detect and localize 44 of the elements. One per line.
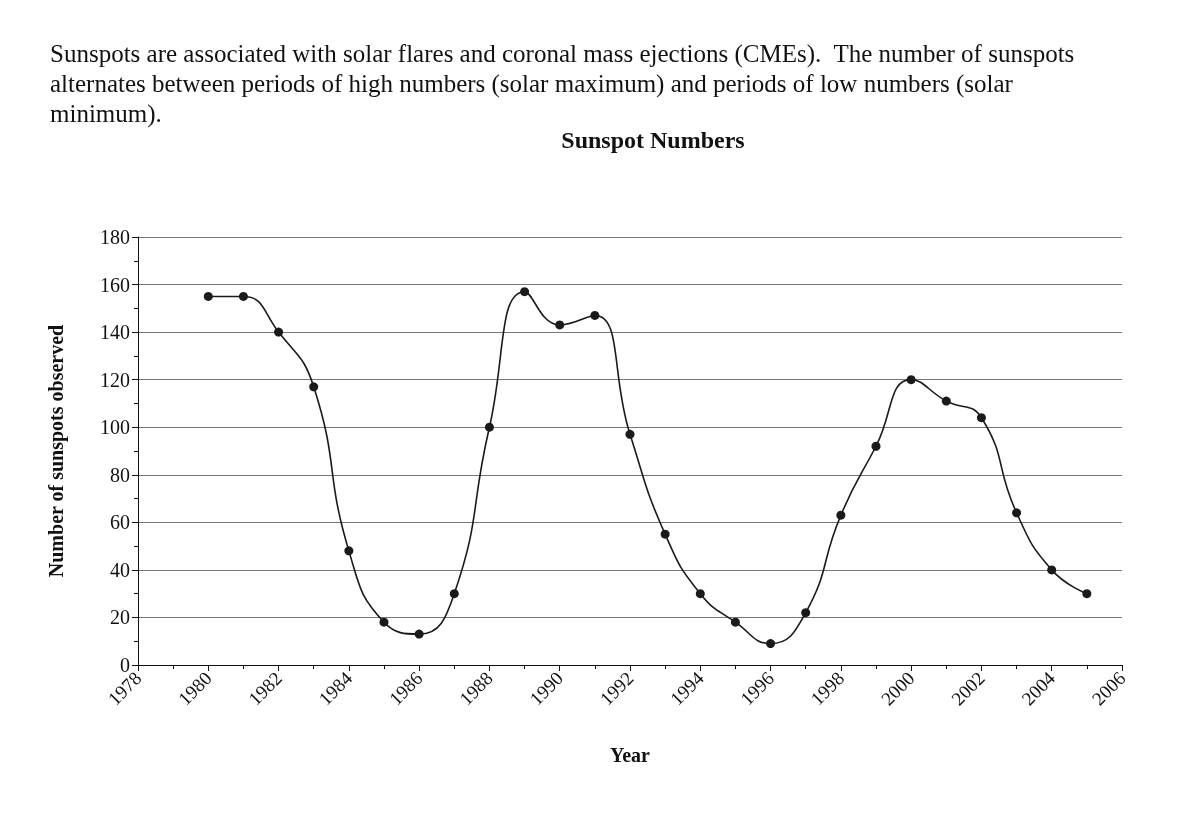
point <box>484 422 494 432</box>
y-tick-label: 80 <box>110 463 130 486</box>
y-axis-title: Number of sunspots observed <box>45 324 68 578</box>
y-tick-label: 100 <box>100 416 130 439</box>
x-tick-label: 1992 <box>595 667 638 710</box>
point <box>695 589 705 599</box>
y-tick-label: 0 <box>120 654 130 676</box>
y-tick-label: 20 <box>110 606 130 629</box>
point <box>555 320 565 330</box>
x-tick-label: 1980 <box>174 667 216 710</box>
point <box>941 396 951 406</box>
point <box>344 546 354 556</box>
point <box>906 375 916 385</box>
x-tick-label: 1990 <box>525 667 568 710</box>
point <box>871 441 881 451</box>
chart-title: Sunspot Numbers <box>561 127 745 153</box>
point <box>801 608 811 618</box>
point <box>730 617 740 627</box>
point <box>274 327 284 337</box>
point <box>625 429 635 439</box>
point <box>1082 589 1092 599</box>
point <box>590 310 600 320</box>
y-tick-label: 160 <box>100 273 130 296</box>
y-tick-label: 60 <box>110 511 130 534</box>
x-axis-title: Year <box>610 744 651 766</box>
point <box>309 382 319 392</box>
point <box>766 639 776 649</box>
y-tick-label: 180 <box>100 226 130 248</box>
point <box>449 589 459 599</box>
point <box>203 291 213 301</box>
point <box>976 413 986 423</box>
point <box>1047 565 1057 575</box>
y-tick-label: 120 <box>100 368 130 391</box>
point <box>836 510 846 520</box>
chart-subtitle: Sunspots are associated with solar flares and coronal mass ejections (CMEs). The number of sunspots alternates between periods of high numbers (solar maximum) and periods of low numbers (solar minimum). <box>50 39 1081 128</box>
point <box>1012 508 1022 518</box>
point <box>520 287 530 297</box>
point <box>379 617 389 627</box>
point <box>238 291 248 301</box>
point <box>660 529 670 539</box>
x-tick-label: 1982 <box>244 667 286 710</box>
y-tick-label: 40 <box>110 558 130 581</box>
point <box>414 629 424 639</box>
y-tick-label: 140 <box>100 321 130 344</box>
